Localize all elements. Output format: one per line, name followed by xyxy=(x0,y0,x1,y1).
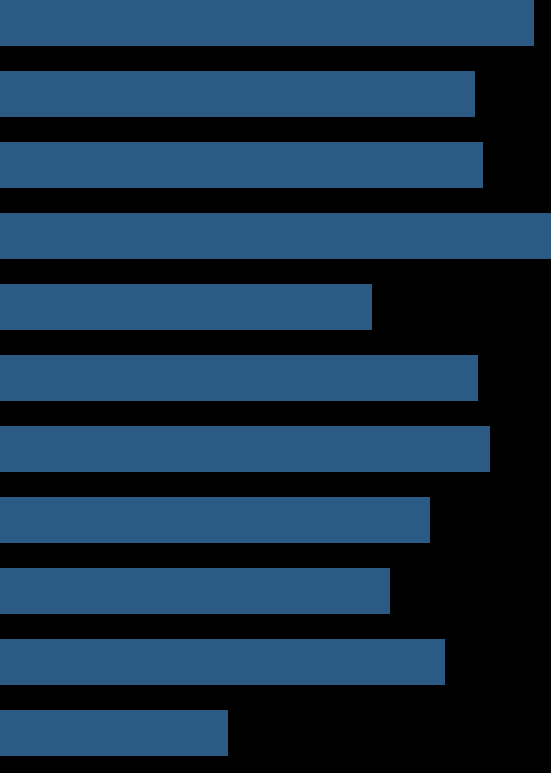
bar-9 xyxy=(0,639,445,685)
bar-2 xyxy=(0,142,483,188)
bar-8 xyxy=(0,568,390,614)
bar-7 xyxy=(0,497,430,543)
bar-3 xyxy=(0,213,551,259)
bar-1 xyxy=(0,71,475,117)
bar-6 xyxy=(0,426,490,472)
bar-5 xyxy=(0,355,478,401)
bar-4 xyxy=(0,284,372,330)
horizontal-bar-chart xyxy=(0,0,551,773)
bar-0 xyxy=(0,0,534,46)
bar-10 xyxy=(0,710,228,756)
